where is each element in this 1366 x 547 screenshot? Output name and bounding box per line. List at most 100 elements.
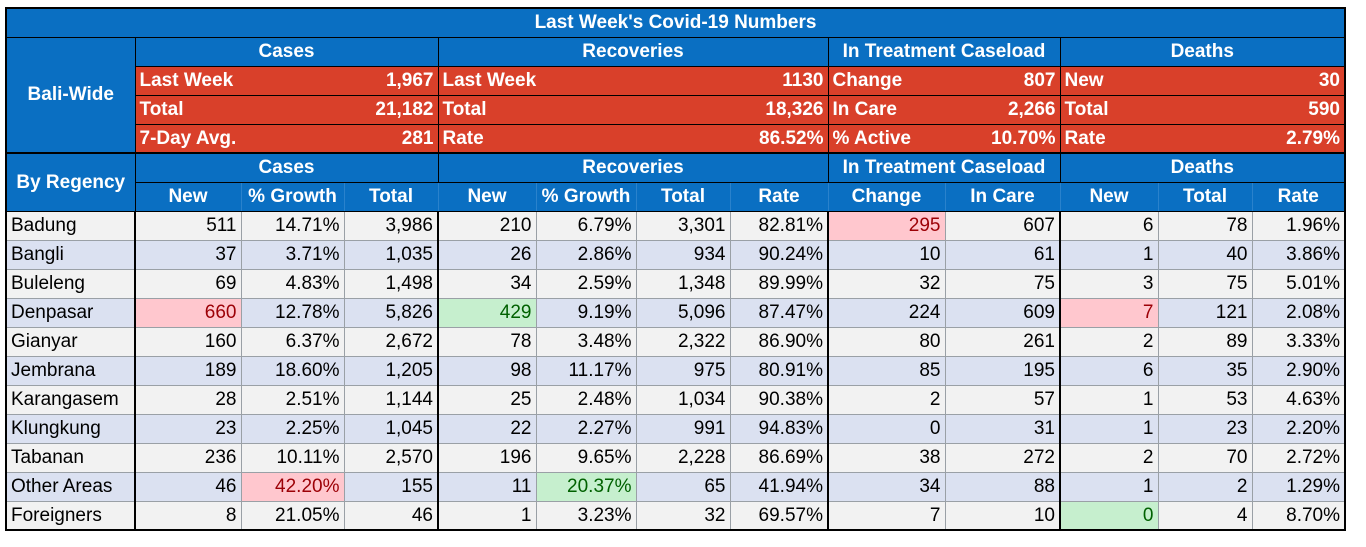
table-cell: 69 xyxy=(134,268,242,299)
column-header: Total xyxy=(343,181,439,212)
table-cell: 4.83% xyxy=(240,268,345,299)
regency-name: Other Areas xyxy=(5,471,136,502)
bali-label: In Care xyxy=(827,94,945,125)
bali-value: 2,266 xyxy=(945,94,1061,125)
table-cell: 80 xyxy=(827,326,946,357)
bali-label: Change xyxy=(827,65,945,96)
bali-wide-label: Bali-Wide xyxy=(5,36,136,154)
group-cases: Cases xyxy=(134,36,439,67)
table-cell: 1,348 xyxy=(635,268,731,299)
bali-label: Rate xyxy=(1059,123,1252,154)
table-cell: 75 xyxy=(944,268,1061,299)
table-row: Klungkung 23 2.25% 1,045 22 2.27% 991 94.83% 0 31… xyxy=(5,413,1346,444)
table-cell: 6.37% xyxy=(240,326,345,357)
table-row: Badung 511 14.71% 3,986 210 6.79% 3,301 82.81% 2… xyxy=(5,210,1346,241)
bali-label: 7-Day Avg. xyxy=(134,123,344,154)
table-cell: 75 xyxy=(1157,268,1253,299)
group-treatment: In Treatment Caseload xyxy=(827,36,1061,67)
table-cell: 0 xyxy=(1059,500,1159,531)
table-cell: 3,986 xyxy=(343,210,439,241)
regency-name: Badung xyxy=(5,210,136,241)
regency-name: Gianyar xyxy=(5,326,136,357)
table-cell: 42.20% xyxy=(240,471,345,502)
table-cell: 9.19% xyxy=(535,297,637,328)
regency-name: Bangli xyxy=(5,239,136,270)
regency-name: Tabanan xyxy=(5,442,136,473)
table-cell: 189 xyxy=(134,355,242,386)
bali-value: 281 xyxy=(344,123,439,154)
bali-value: 18,326 xyxy=(730,94,829,125)
table-cell: 2.08% xyxy=(1251,297,1346,328)
table-row: Karangasem 28 2.51% 1,144 25 2.48% 1,034 90.38%… xyxy=(5,384,1346,415)
regency-name: Buleleng xyxy=(5,268,136,299)
table-cell: 3.71% xyxy=(240,239,345,270)
table-row: Gianyar 160 6.37% 2,672 78 3.48% 2,322 86.90% 80… xyxy=(5,326,1346,357)
table-cell: 23 xyxy=(1157,413,1253,444)
table-cell: 2,570 xyxy=(343,442,439,473)
table-cell: 94.83% xyxy=(729,413,829,444)
table-cell: 2.25% xyxy=(240,413,345,444)
table-row: Tabanan 236 10.11% 2,570 196 9.65% 2,228 86.69%… xyxy=(5,442,1346,473)
table-cell: 609 xyxy=(944,297,1061,328)
table-cell: 18.60% xyxy=(240,355,345,386)
table-cell: 0 xyxy=(827,413,946,444)
table-cell: 6 xyxy=(1059,355,1159,386)
column-header: % Growth xyxy=(535,181,637,212)
table-cell: 6.79% xyxy=(535,210,637,241)
table-cell: 34 xyxy=(827,471,946,502)
column-header: New xyxy=(1059,181,1159,212)
column-header: Total xyxy=(635,181,731,212)
table-cell: 1,045 xyxy=(343,413,439,444)
bali-value: 1,967 xyxy=(344,65,439,96)
table-cell: 32 xyxy=(635,500,731,531)
table-cell: 1 xyxy=(1059,384,1159,415)
table-cell: 10 xyxy=(944,500,1061,531)
table-cell: 98 xyxy=(437,355,537,386)
table-cell: 46 xyxy=(134,471,242,502)
table-cell: 991 xyxy=(635,413,731,444)
table-cell: 88 xyxy=(944,471,1061,502)
table-cell: 40 xyxy=(1157,239,1253,270)
table-cell: 35 xyxy=(1157,355,1253,386)
table-cell: 7 xyxy=(827,500,946,531)
group-recoveries: Recoveries xyxy=(437,36,829,67)
bali-value: 590 xyxy=(1252,94,1346,125)
table-cell: 210 xyxy=(437,210,537,241)
table-cell: 160 xyxy=(134,326,242,357)
table-row: Other Areas 46 42.20% 155 11 20.37% 65 41.94% 34… xyxy=(5,471,1346,502)
column-header: New xyxy=(437,181,537,212)
table-cell: 80.91% xyxy=(729,355,829,386)
table-cell: 78 xyxy=(437,326,537,357)
table-cell: 89.99% xyxy=(729,268,829,299)
regency-name: Klungkung xyxy=(5,413,136,444)
bali-label: Total xyxy=(437,94,730,125)
table-cell: 934 xyxy=(635,239,731,270)
table-cell: 2 xyxy=(827,384,946,415)
bali-label: % Active xyxy=(827,123,945,154)
table-cell: 1.29% xyxy=(1251,471,1346,502)
table-cell: 38 xyxy=(827,442,946,473)
table-cell: 70 xyxy=(1157,442,1253,473)
table-row: Bangli 37 3.71% 1,035 26 2.86% 934 90.24% 10 61 1 4… xyxy=(5,239,1346,270)
column-header: Total xyxy=(1157,181,1253,212)
table-cell: 660 xyxy=(134,297,242,328)
regency-name: Jembrana xyxy=(5,355,136,386)
table-cell: 31 xyxy=(944,413,1061,444)
table-cell: 46 xyxy=(343,500,439,531)
table-cell: 23 xyxy=(134,413,242,444)
table-cell: 2.48% xyxy=(535,384,637,415)
table-cell: 155 xyxy=(343,471,439,502)
bali-row: Total 21,182 Total 18,326 In Care 2,266 Total 5… xyxy=(6,94,1346,125)
table-cell: 6 xyxy=(1059,210,1159,241)
table-cell: 25 xyxy=(437,384,537,415)
table-cell: 224 xyxy=(827,297,946,328)
table-cell: 511 xyxy=(134,210,242,241)
table-cell: 78 xyxy=(1157,210,1253,241)
table-cell: 2.90% xyxy=(1251,355,1346,386)
bali-value: 1130 xyxy=(730,65,829,96)
table-cell: 8 xyxy=(134,500,242,531)
table-row: Buleleng 69 4.83% 1,498 34 2.59% 1,348 89.99% 32… xyxy=(5,268,1346,299)
bali-value: 86.52% xyxy=(730,123,829,154)
regency-group-header: By Regency Cases Recoveries In Treatment Ca… xyxy=(5,152,1346,212)
table-cell: 236 xyxy=(134,442,242,473)
